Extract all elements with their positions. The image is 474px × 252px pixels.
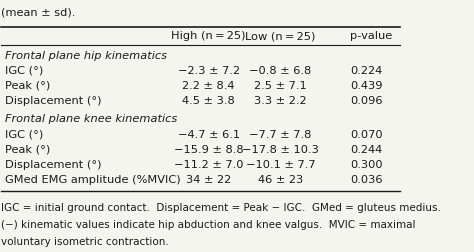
Text: p-value: p-value bbox=[350, 31, 392, 41]
Text: 4.5 ± 3.8: 4.5 ± 3.8 bbox=[182, 96, 235, 106]
Text: 3.3 ± 2.2: 3.3 ± 2.2 bbox=[254, 96, 307, 106]
Text: voluntary isometric contraction.: voluntary isometric contraction. bbox=[1, 236, 169, 246]
Text: 46 ± 23: 46 ± 23 bbox=[258, 174, 303, 184]
Text: −7.7 ± 7.8: −7.7 ± 7.8 bbox=[249, 129, 312, 139]
Text: 0.224: 0.224 bbox=[350, 66, 383, 76]
Text: 0.244: 0.244 bbox=[350, 144, 383, 154]
Text: Displacement (°): Displacement (°) bbox=[5, 159, 102, 169]
Text: 0.300: 0.300 bbox=[350, 159, 383, 169]
Text: 0.439: 0.439 bbox=[350, 81, 383, 91]
Text: High (n = 25): High (n = 25) bbox=[172, 31, 246, 41]
Text: Low (n = 25): Low (n = 25) bbox=[245, 31, 316, 41]
Text: (mean ± sd).: (mean ± sd). bbox=[1, 8, 76, 18]
Text: −0.8 ± 6.8: −0.8 ± 6.8 bbox=[249, 66, 311, 76]
Text: 0.096: 0.096 bbox=[350, 96, 383, 106]
Text: Peak (°): Peak (°) bbox=[5, 81, 51, 91]
Text: (−) kinematic values indicate hip abduction and knee valgus.  MVIC = maximal: (−) kinematic values indicate hip abduct… bbox=[1, 219, 416, 229]
Text: 0.070: 0.070 bbox=[350, 129, 383, 139]
Text: −15.9 ± 8.8: −15.9 ± 8.8 bbox=[174, 144, 244, 154]
Text: −10.1 ± 7.7: −10.1 ± 7.7 bbox=[246, 159, 315, 169]
Text: −4.7 ± 6.1: −4.7 ± 6.1 bbox=[178, 129, 240, 139]
Text: −17.8 ± 10.3: −17.8 ± 10.3 bbox=[242, 144, 319, 154]
Text: Frontal plane hip kinematics: Frontal plane hip kinematics bbox=[5, 51, 167, 61]
Text: 2.5 ± 7.1: 2.5 ± 7.1 bbox=[254, 81, 307, 91]
Text: Peak (°): Peak (°) bbox=[5, 144, 51, 154]
Text: IGC (°): IGC (°) bbox=[5, 129, 44, 139]
Text: −11.2 ± 7.0: −11.2 ± 7.0 bbox=[174, 159, 244, 169]
Text: IGC = initial ground contact.  Displacement = Peak − IGC.  GMed = gluteus medius: IGC = initial ground contact. Displaceme… bbox=[1, 202, 441, 212]
Text: IGC (°): IGC (°) bbox=[5, 66, 44, 76]
Text: GMed EMG amplitude (%MVIC): GMed EMG amplitude (%MVIC) bbox=[5, 174, 181, 184]
Text: 0.036: 0.036 bbox=[350, 174, 383, 184]
Text: Frontal plane knee kinematics: Frontal plane knee kinematics bbox=[5, 114, 178, 124]
Text: −2.3 ± 7.2: −2.3 ± 7.2 bbox=[178, 66, 240, 76]
Text: 2.2 ± 8.4: 2.2 ± 8.4 bbox=[182, 81, 235, 91]
Text: Displacement (°): Displacement (°) bbox=[5, 96, 102, 106]
Text: 34 ± 22: 34 ± 22 bbox=[186, 174, 231, 184]
